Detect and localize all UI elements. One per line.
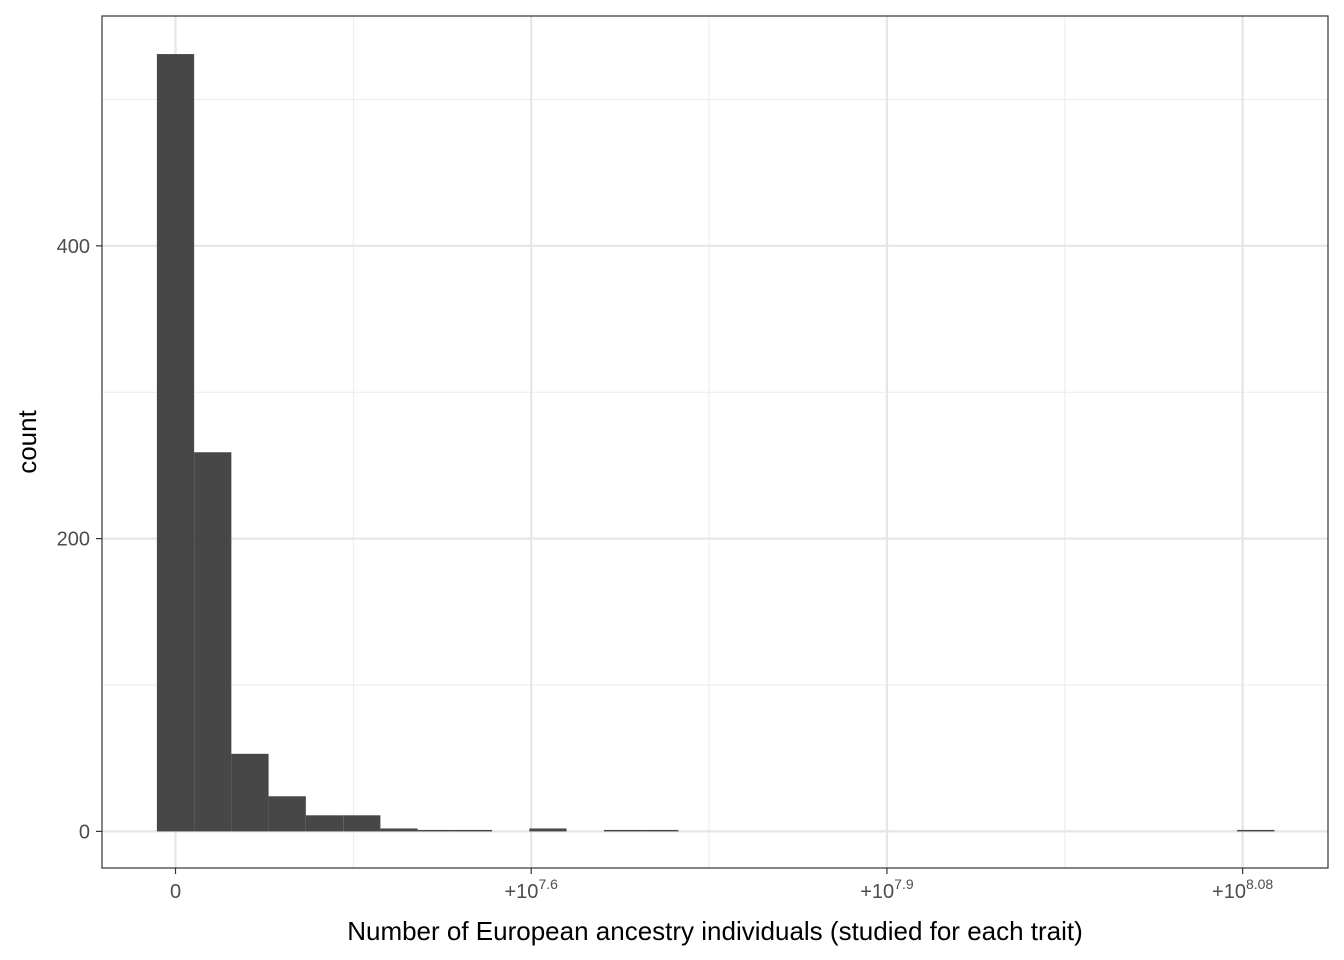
histogram-bar: [305, 815, 344, 832]
y-tick-label: 0: [79, 821, 90, 843]
histogram-bar: [454, 829, 493, 832]
y-axis-title: count: [12, 409, 42, 473]
x-tick-label: +107.9: [860, 876, 914, 903]
histogram-bar: [603, 829, 642, 832]
histogram-bar: [417, 829, 455, 832]
histogram-bar: [194, 452, 232, 832]
panel-border: [101, 15, 1329, 869]
x-axis: 0 +107.6 +107.9 +108.08: [170, 868, 1273, 903]
histogram-bar: [156, 54, 195, 832]
y-tick-label: 400: [57, 236, 90, 258]
histogram-bar: [641, 829, 679, 832]
histogram-bar: [380, 828, 418, 832]
histogram-bar: [268, 796, 306, 832]
histogram-bar: [343, 815, 381, 832]
x-axis-title: Number of European ancestry individuals …: [347, 916, 1083, 946]
major-gridlines: [102, 16, 1328, 868]
y-tick-label: 200: [57, 529, 90, 551]
y-axis: 0 200 400: [57, 236, 102, 843]
histogram-bar: [231, 753, 269, 832]
histogram-bar: [529, 828, 567, 832]
histogram-bars: [156, 54, 1275, 832]
x-tick-label: +107.6: [505, 876, 559, 903]
minor-gridlines: [102, 16, 1328, 868]
x-tick-label: +108.08: [1212, 876, 1273, 903]
x-tick-label: 0: [170, 881, 181, 903]
histogram-bar: [1237, 829, 1275, 832]
